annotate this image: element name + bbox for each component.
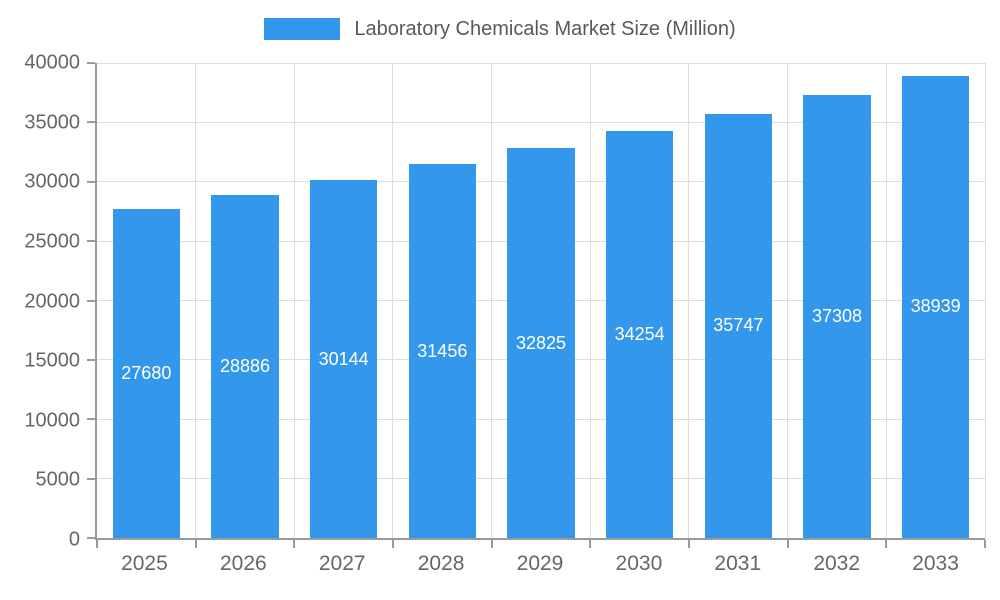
y-tick-label: 20000 (24, 290, 80, 312)
x-tick-label: 2030 (615, 552, 663, 575)
bar[interactable]: 31456 (408, 164, 476, 538)
plot-area: 27680 28886 30144 31456 32825 34254 35747 37308… (87, 62, 986, 548)
bar[interactable]: 27680 (112, 209, 180, 538)
x-axis-tick (96, 540, 98, 548)
grid-line-h (97, 62, 985, 64)
grid-line-h (97, 121, 985, 123)
y-axis-tick (87, 240, 95, 243)
y-tick-label: 5000 (35, 468, 81, 491)
bar[interactable]: 38939 (902, 75, 970, 538)
bar[interactable]: 32825 (507, 148, 575, 538)
y-tick-label: 35000 (24, 111, 80, 134)
bar[interactable]: 37308 (803, 94, 871, 538)
x-axis-tick (490, 540, 493, 548)
grid-line-v (392, 63, 394, 538)
x-tick-label: 2028 (417, 552, 465, 575)
bar-value-label: 38939 (910, 296, 961, 317)
x-tick-label: 2031 (714, 552, 762, 575)
y-axis-tick (87, 418, 95, 421)
grid-line-v (195, 63, 197, 538)
bar[interactable]: 28886 (211, 194, 279, 538)
bar-value-label: 27680 (121, 363, 172, 384)
bar[interactable]: 34254 (606, 131, 674, 538)
grid-line-v (293, 63, 295, 538)
y-tick-label: 10000 (24, 409, 80, 432)
y-axis-tick (87, 180, 95, 183)
x-axis-tick (786, 540, 789, 548)
legend-swatch (264, 18, 341, 40)
bar-value-label: 28886 (219, 355, 271, 376)
y-axis-tick (87, 477, 95, 480)
x-tick-label: 2026 (219, 552, 267, 575)
y-axis-tick (87, 358, 95, 361)
x-tick-label: 2032 (813, 552, 861, 575)
bar-value-label: 31456 (417, 340, 468, 361)
bar-value-label: 32825 (515, 332, 567, 353)
x-axis-tick (391, 540, 394, 548)
legend[interactable]: Laboratory Chemicals Market Size (Millio… (0, 15, 1000, 43)
y-tick-label: 25000 (24, 230, 80, 253)
x-tick-label: 2029 (516, 552, 564, 575)
bar[interactable]: 35747 (704, 113, 772, 538)
y-axis-tick (87, 299, 95, 302)
bar[interactable]: 30144 (310, 180, 378, 538)
y-tick-label: 30000 (24, 170, 80, 193)
x-axis-tick (984, 540, 986, 548)
y-axis-tick (87, 121, 95, 124)
grid-line-v (984, 63, 986, 538)
grid-line-v (491, 63, 493, 538)
bar-value-label: 37308 (811, 305, 863, 326)
bar-value-label: 34254 (614, 324, 665, 345)
y-tick-label: 40000 (24, 51, 80, 74)
x-tick-label: 2033 (912, 552, 959, 575)
x-tick-label: 2027 (318, 552, 366, 575)
x-axis-tick (589, 540, 592, 548)
y-axis-labels: 0 5000 10000 15000 20000 25000 30000 35000 40000 (0, 52, 81, 551)
y-tick-label: 15000 (24, 349, 80, 372)
x-axis-tick (293, 540, 296, 548)
x-axis-tick (194, 540, 197, 548)
x-axis-tick (885, 540, 888, 548)
legend-label: Laboratory Chemicals Market Size (Millio… (354, 17, 736, 40)
bar-value-label: 30144 (318, 348, 369, 369)
grid-line-v (589, 63, 591, 538)
x-tick-label: 2025 (121, 552, 168, 575)
grid-line-v (787, 63, 789, 538)
x-axis-labels: 2025 2026 2027 2028 2029 2030 2031 2032 2033 (95, 552, 985, 576)
bar-value-label: 35747 (713, 315, 764, 336)
y-axis-tick (87, 537, 95, 539)
grid-line-v (688, 63, 690, 538)
x-axis-tick (687, 540, 690, 548)
y-tick-label: 0 (68, 528, 80, 551)
grid-line-v (885, 63, 887, 538)
y-axis-tick (87, 62, 95, 64)
